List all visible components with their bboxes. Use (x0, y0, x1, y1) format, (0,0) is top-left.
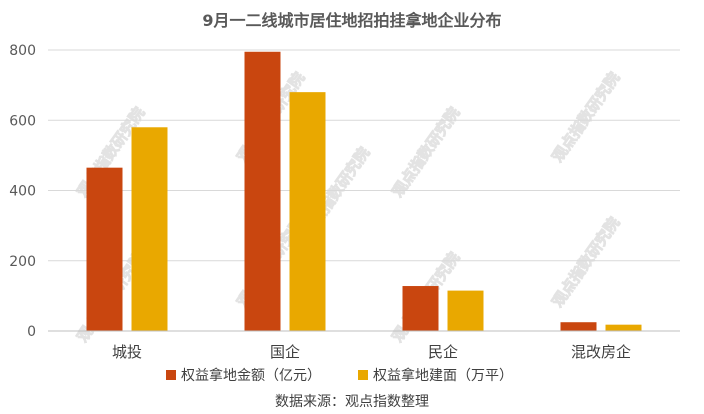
bar-area (447, 290, 484, 331)
watermark-text: 观点指数研究院 (548, 69, 623, 165)
y-axis-ticks: 0 200 400 600 800 (9, 43, 36, 340)
bar-area (605, 324, 642, 331)
x-category-label: 国企 (270, 343, 300, 361)
watermark-text: 观点指数研究院 (388, 104, 463, 200)
bar-area (289, 92, 326, 332)
chart-title: 9月一二线城市居住地招拍挂拿地企业分布 (202, 11, 501, 30)
legend: 权益拿地金额（亿元） 权益拿地建面（万平） (166, 367, 513, 384)
bar-area (131, 127, 168, 332)
x-category-label: 城投 (112, 343, 142, 361)
y-tick-label: 400 (9, 184, 36, 200)
legend-label: 权益拿地建面（万平） (373, 367, 513, 384)
y-tick-label: 600 (9, 113, 36, 129)
x-axis-categories: 城投 国企 民企 混改房企 (112, 343, 631, 361)
y-tick-label: 200 (9, 254, 36, 270)
watermark-text: 观点指数研究院 (548, 214, 623, 310)
x-category-label: 民企 (428, 343, 458, 361)
y-tick-label: 800 (9, 43, 36, 59)
y-tick-label: 0 (27, 324, 36, 340)
bars (86, 51, 642, 332)
source-note: 数据来源：观点指数整理 (275, 394, 429, 410)
legend-label: 权益拿地金额（亿元） (181, 367, 321, 384)
bar-amount (244, 51, 281, 331)
legend-swatch (358, 370, 368, 380)
bar-amount (86, 167, 123, 331)
bar-amount (560, 322, 597, 331)
x-category-label: 混改房企 (571, 343, 631, 361)
bar-amount (402, 286, 439, 331)
legend-swatch (166, 370, 176, 380)
